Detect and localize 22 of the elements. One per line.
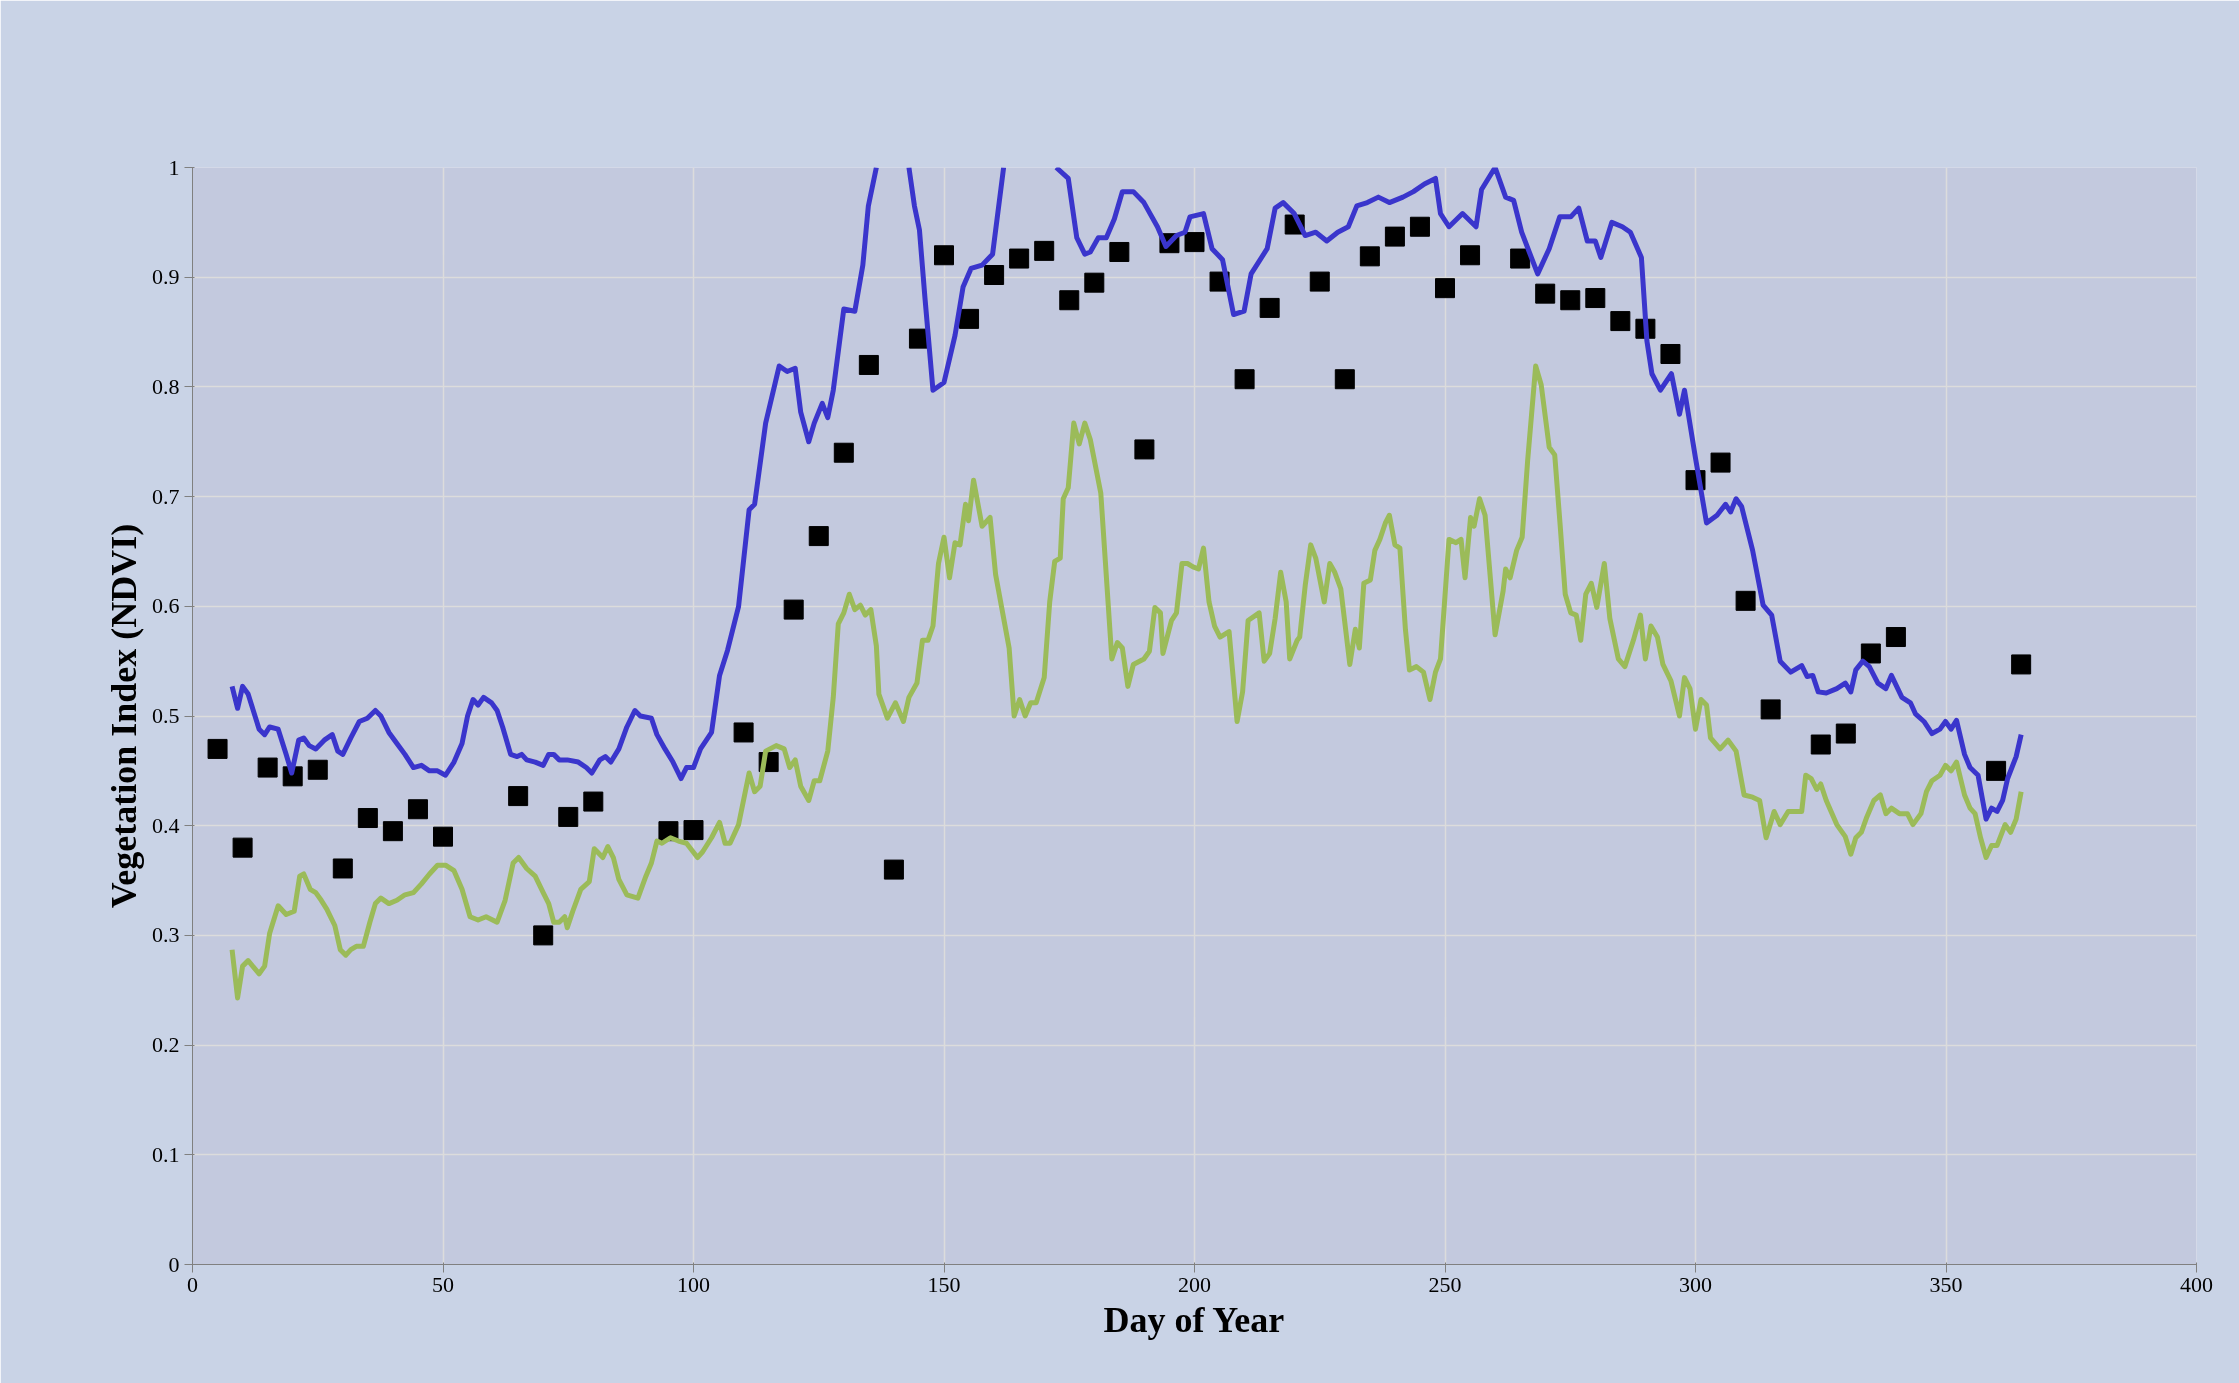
y-tick-label: 0 xyxy=(168,1251,180,1277)
x-tick-label: 300 xyxy=(1679,1271,1712,1297)
x-tick-label: 150 xyxy=(927,1271,961,1297)
y-tick-label: 0.3 xyxy=(152,922,180,948)
x-tick-label: 200 xyxy=(1178,1271,1211,1297)
y-tick-label: 0.5 xyxy=(152,703,180,728)
y-tick-label: 0.8 xyxy=(152,373,180,399)
y-axis-title: Vegetation Index (NDVI) xyxy=(104,523,144,909)
y-tick-label: 0.2 xyxy=(152,1032,180,1058)
x-tick-label: 350 xyxy=(1929,1271,1963,1297)
y-tick-label: 0.1 xyxy=(152,1141,180,1167)
x-tick-label: 400 xyxy=(2180,1271,2213,1297)
y-tick-label: 1 xyxy=(168,154,180,180)
x-axis-title: Day of Year xyxy=(1103,1299,1285,1340)
y-tick-label: 0.9 xyxy=(152,264,180,290)
y-tick-label: 0.6 xyxy=(152,593,180,619)
x-tick-label: 100 xyxy=(677,1271,710,1297)
y-tick-label: 0.4 xyxy=(152,812,180,838)
y-tick-label: 0.7 xyxy=(152,483,180,509)
x-tick-label: 50 xyxy=(432,1271,454,1297)
x-tick-label: 0 xyxy=(187,1271,198,1297)
x-tick-label: 250 xyxy=(1428,1271,1462,1297)
